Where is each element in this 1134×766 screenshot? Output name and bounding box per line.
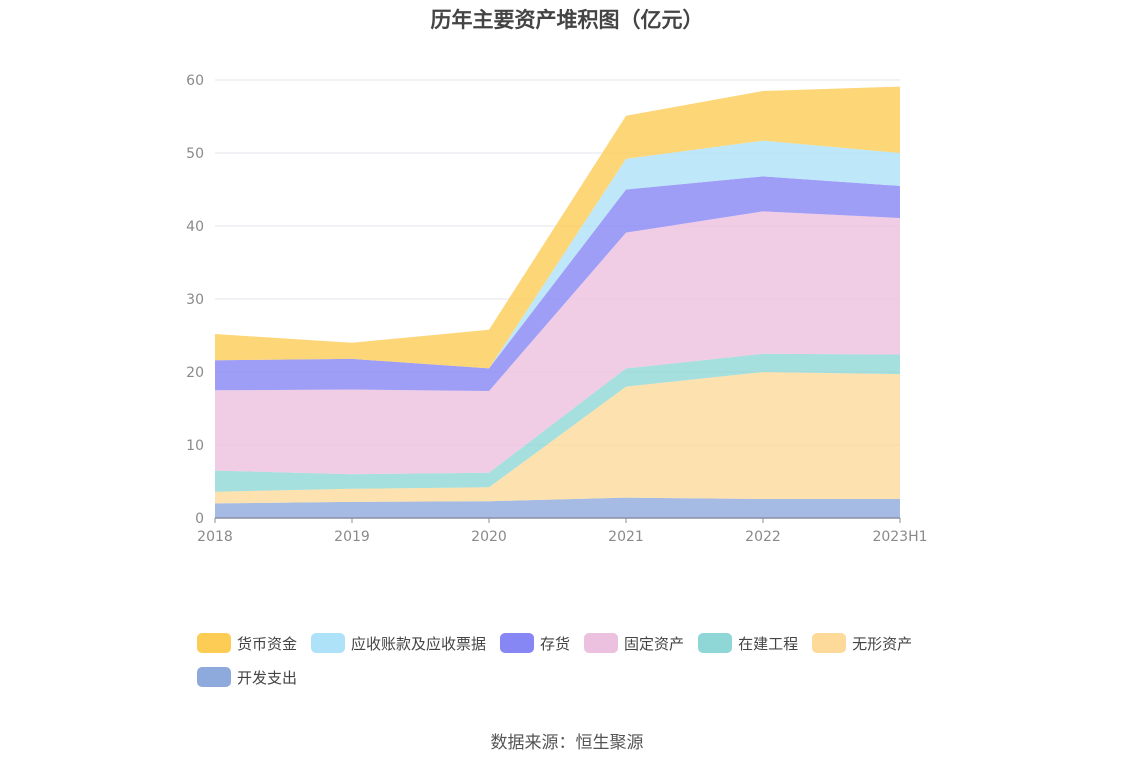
legend-item[interactable]: 固定资产 — [584, 632, 684, 654]
area-series-1 — [215, 372, 900, 504]
legend-label: 货币资金 — [237, 634, 298, 653]
legend-swatch — [812, 633, 847, 653]
legend-swatch — [584, 633, 619, 653]
x-tick-label: 2019 — [334, 529, 370, 545]
legend: 货币资金 应收账款及应收票据 存货 固定资产 在建工程 无形资产开发支出 — [197, 632, 957, 688]
legend-swatch — [311, 633, 346, 653]
axes: 0 10 20 30 40 50 60 2018 2019 2020 2021 2022 2023H1 — [186, 73, 927, 545]
area-series-2 — [215, 353, 900, 492]
legend-swatch — [698, 633, 733, 653]
legend-label: 应收账款及应收票据 — [351, 634, 487, 653]
x-tick-label: 2023H1 — [872, 529, 927, 545]
x-tick-label: 2020 — [471, 529, 507, 545]
legend-swatch — [500, 633, 535, 653]
area-series — [215, 86, 900, 518]
legend-item[interactable]: 开发支出 — [197, 666, 297, 688]
area-series-4 — [215, 176, 900, 391]
area-series-6 — [215, 86, 900, 369]
y-tick-label: 20 — [186, 365, 204, 381]
legend-item[interactable]: 应收账款及应收票据 — [311, 632, 486, 654]
y-tick-label: 0 — [195, 511, 204, 527]
stacked-area-chart: 0 10 20 30 40 50 60 2018 2019 2020 2021 2022 2023H1 — [186, 73, 927, 545]
x-tick-label: 2021 — [608, 529, 644, 545]
legend-item[interactable]: 货币资金 — [197, 632, 297, 654]
legend-label: 固定资产 — [624, 634, 685, 653]
legend-swatch — [197, 633, 231, 653]
legend-swatch — [197, 667, 231, 687]
y-tick-label: 60 — [186, 73, 204, 89]
area-series-3 — [215, 211, 900, 475]
legend-label: 无形资产 — [852, 634, 913, 653]
y-tick-label: 50 — [186, 146, 204, 162]
legend-item[interactable]: 无形资产 — [812, 632, 912, 654]
legend-item[interactable]: 在建工程 — [698, 632, 798, 654]
x-tick-label: 2018 — [197, 529, 233, 545]
chart-title: 历年主要资产堆积图（亿元） — [430, 8, 704, 32]
y-tick-label: 10 — [186, 438, 204, 454]
area-series-5 — [215, 140, 900, 369]
area-series-0 — [215, 497, 900, 518]
y-tick-label: 30 — [186, 292, 204, 308]
legend-label: 开发支出 — [237, 668, 298, 687]
x-tick-label: 2022 — [745, 529, 781, 545]
legend-item[interactable]: 存货 — [500, 632, 570, 654]
legend-label: 存货 — [540, 634, 571, 653]
y-tick-label: 40 — [186, 219, 204, 235]
data-source-note: 数据来源：恒生聚源 — [490, 733, 644, 753]
legend-label: 在建工程 — [738, 634, 799, 653]
